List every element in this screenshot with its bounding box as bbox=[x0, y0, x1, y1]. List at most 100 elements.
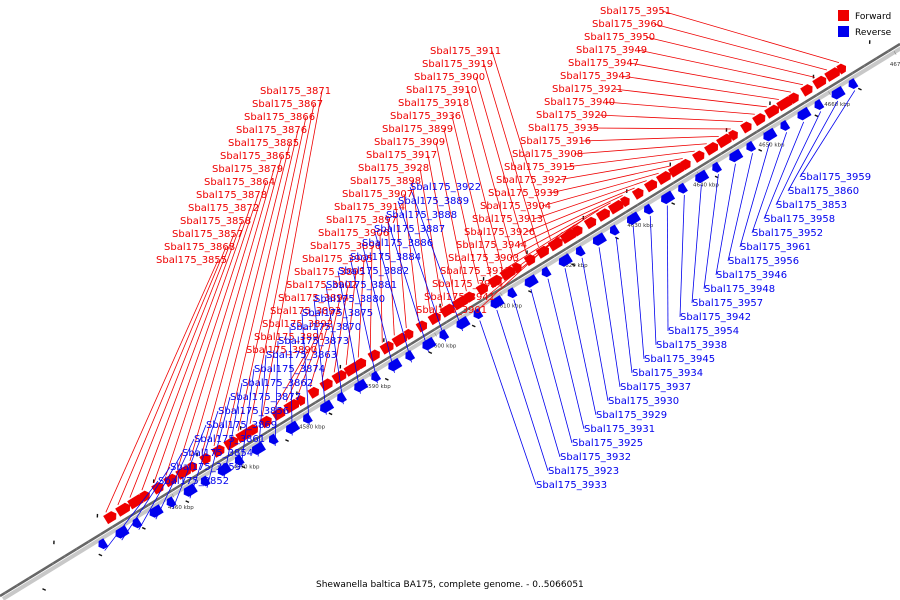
forward-gene-label: Sbal175_3915 bbox=[504, 162, 575, 173]
feature-marker bbox=[185, 500, 190, 504]
reverse-gene-label: Sbal175_3886 bbox=[362, 238, 433, 249]
reverse-gene-label: Sbal175_3934 bbox=[632, 368, 703, 379]
reverse-gene-block bbox=[678, 182, 688, 194]
forward-gene-label: Sbal175_3902 bbox=[286, 280, 357, 291]
reverse-gene-label: Sbal175_3889 bbox=[398, 196, 469, 207]
reverse-gene-block bbox=[524, 274, 539, 288]
forward-gene-block-shape bbox=[199, 453, 211, 466]
forward-leader-line bbox=[105, 259, 219, 513]
reverse-legend-label: Reverse bbox=[855, 28, 892, 38]
leader-lines bbox=[104, 10, 856, 551]
reverse-leader-line bbox=[479, 320, 537, 486]
forward-gene-label: Sbal175_3895 bbox=[294, 267, 365, 278]
reverse-gene-label: Sbal175_3870 bbox=[290, 322, 361, 333]
axis-dot bbox=[672, 182, 675, 184]
forward-gene-block-shape bbox=[559, 228, 577, 245]
forward-leader-line bbox=[661, 10, 840, 64]
axis-dot bbox=[219, 460, 221, 463]
forward-gene-label: Sbal175_3904 bbox=[480, 201, 551, 212]
forward-gene-label: Sbal175_3921 bbox=[552, 84, 623, 95]
forward-gene-block bbox=[583, 216, 597, 230]
forward-leader-line bbox=[129, 233, 235, 498]
reverse-gene-label: Sbal175_3954 bbox=[668, 326, 739, 337]
reverse-gene-block-shape bbox=[609, 224, 620, 236]
axis-dot bbox=[648, 196, 651, 199]
reverse-gene-block bbox=[183, 483, 198, 497]
reverse-gene-block bbox=[286, 420, 301, 435]
forward-gene-block bbox=[812, 75, 827, 90]
axis-dot bbox=[159, 496, 162, 499]
forward-leader-line bbox=[459, 102, 503, 270]
forward-gene-block bbox=[199, 453, 211, 466]
forward-gene-block-shape bbox=[391, 332, 408, 348]
axis-dot bbox=[517, 277, 520, 280]
feature-marker bbox=[471, 324, 476, 328]
axis-tick bbox=[171, 493, 175, 498]
reverse-leader-line bbox=[739, 142, 770, 248]
reverse-gene-block bbox=[763, 127, 778, 142]
forward-gene-block-shape bbox=[343, 361, 361, 377]
axis-dot bbox=[875, 57, 878, 60]
reverse-leader-line bbox=[189, 410, 219, 499]
reverse-gene-label: Sbal175_3856 bbox=[218, 406, 289, 417]
reverse-gene-label: Sbal175_3863 bbox=[266, 350, 337, 361]
reverse-leader-line bbox=[223, 382, 243, 478]
reverse-leader-line bbox=[274, 340, 279, 447]
axis-dot bbox=[230, 452, 233, 455]
axis-dot bbox=[195, 474, 197, 477]
axis-dot bbox=[529, 269, 532, 272]
reverse-gene-block bbox=[848, 78, 859, 90]
forward-leader-line bbox=[525, 187, 635, 233]
axis-tick-label: 4660 kbp bbox=[824, 102, 850, 108]
feature-marker bbox=[98, 553, 103, 557]
forward-gene-label: Sbal175_3855 bbox=[156, 255, 227, 266]
forward-gene-block-shape bbox=[523, 254, 536, 267]
reverse-gene-block bbox=[320, 399, 335, 414]
feature-marker bbox=[428, 351, 433, 355]
forward-gene-block-shape bbox=[175, 465, 192, 480]
reverse-gene-block-shape bbox=[286, 420, 301, 435]
axis-tick bbox=[893, 50, 897, 55]
axis-dot bbox=[16, 584, 18, 587]
reverse-leader-line bbox=[313, 298, 327, 415]
forward-leader-line bbox=[637, 49, 803, 86]
axis-tick-label: 4620 kbp bbox=[562, 263, 588, 269]
forward-gene-label: Sbal175_3935 bbox=[528, 123, 599, 134]
reverse-gene-block-shape bbox=[644, 203, 654, 215]
forward-gene-block-shape bbox=[583, 216, 597, 230]
reverse-gene-block-shape bbox=[541, 266, 552, 278]
reverse-leader-line bbox=[564, 268, 597, 416]
forward-gene-block bbox=[331, 370, 347, 385]
forward-gene-block-shape bbox=[295, 395, 306, 407]
axis-dot bbox=[481, 299, 484, 301]
reverse-gene-label: Sbal175_3860 bbox=[788, 186, 859, 197]
reverse-gene-label: Sbal175_3852 bbox=[158, 476, 229, 487]
axis-dot bbox=[863, 64, 866, 67]
forward-gene-block-shape bbox=[728, 129, 738, 141]
axis-dot bbox=[51, 562, 54, 565]
forward-gene-block-shape bbox=[812, 75, 827, 90]
axis-dot bbox=[636, 204, 639, 206]
reverse-gene-label: Sbal175_3923 bbox=[548, 466, 619, 477]
axis-dot bbox=[350, 379, 353, 382]
reverse-gene-block-shape bbox=[695, 169, 710, 184]
forward-gene-block-shape bbox=[800, 84, 813, 97]
forward-leader-line bbox=[483, 63, 539, 248]
forward-gene-block-shape bbox=[451, 295, 469, 311]
axis-shadow bbox=[1, 46, 900, 600]
axis-dot bbox=[302, 408, 305, 411]
forward-gene-block bbox=[800, 84, 813, 97]
forward-gene-label: Sbal175_3924 bbox=[432, 279, 503, 290]
reverse-gene-label: Sbal175_3925 bbox=[572, 438, 643, 449]
feature-marker bbox=[814, 114, 819, 118]
reverse-leader-line bbox=[775, 111, 822, 206]
forward-gene-block-shape bbox=[595, 208, 610, 222]
forward-gene-block bbox=[403, 328, 414, 340]
reverse-leader-line bbox=[155, 438, 195, 520]
forward-gene-label: Sbal175_3867 bbox=[252, 99, 323, 110]
reverse-gene-label: Sbal175_3945 bbox=[644, 354, 715, 365]
axis-dot bbox=[374, 365, 376, 367]
forward-gene-block-shape bbox=[415, 320, 428, 333]
reverse-gene-block-shape bbox=[507, 287, 518, 299]
forward-gene-label: Sbal175_3911 bbox=[430, 46, 501, 57]
